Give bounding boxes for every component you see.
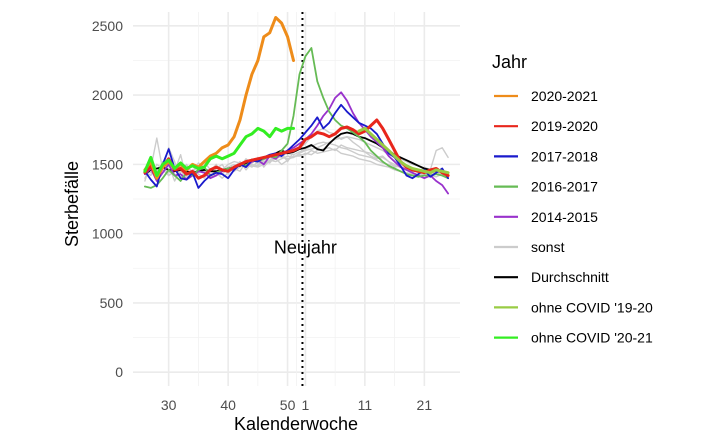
x-tick-labels: 30 40 50 1 11 21 [161,397,432,413]
x-tick-label: 30 [161,397,177,413]
legend-ohne-covid-20-21-label: ohne COVID '20-21 [531,330,653,346]
legend-2019-2020-label: 2019-2020 [531,118,598,134]
x-tick-label: 21 [417,397,433,413]
y-tick-label: 1000 [92,226,123,242]
series-2017-2018 [144,103,449,189]
grid [133,12,460,386]
y-axis-title: Sterbefälle [62,161,82,247]
y-tick-label: 2500 [92,18,123,34]
y-tick-label: 500 [100,295,124,311]
x-tick-label: 50 [280,397,296,413]
legend-durchschnitt-label: Durchschnitt [531,269,609,285]
legend-ohne-covid-19-20-label: ohne COVID '19-20 [531,299,653,315]
x-tick-label: 11 [358,397,373,413]
legend-2020-2021-label: 2020-2021 [531,88,598,104]
legend-2014-2015-label: 2014-2015 [531,209,598,225]
y-tick-label: 2000 [92,87,123,103]
legend-title: Jahr [492,52,527,72]
y-tick-label: 0 [115,364,123,380]
x-tick-label: 40 [220,397,236,413]
series-ohne-covid-19-20 [357,126,450,175]
x-axis-title: Kalenderwoche [234,414,358,434]
series-sonst [144,137,449,179]
legend-2016-2017-label: 2016-2017 [531,179,598,195]
legend-sonst-label: sonst [531,239,565,255]
series-ohne-covid-20-21 [143,126,295,177]
x-tick-label: 1 [302,397,310,413]
y-tick-label: 1500 [92,156,123,172]
legend: 2020-2021 2019-2020 2017-2018 2016-2017 2014… [494,88,653,346]
y-tick-labels: 0 500 1000 1500 2000 2500 [92,18,123,380]
series-group [143,16,450,195]
legend-2017-2018-label: 2017-2018 [531,148,598,164]
annotation-neujahr: Neujahr [274,237,337,257]
series-2019-2020 [143,118,450,180]
